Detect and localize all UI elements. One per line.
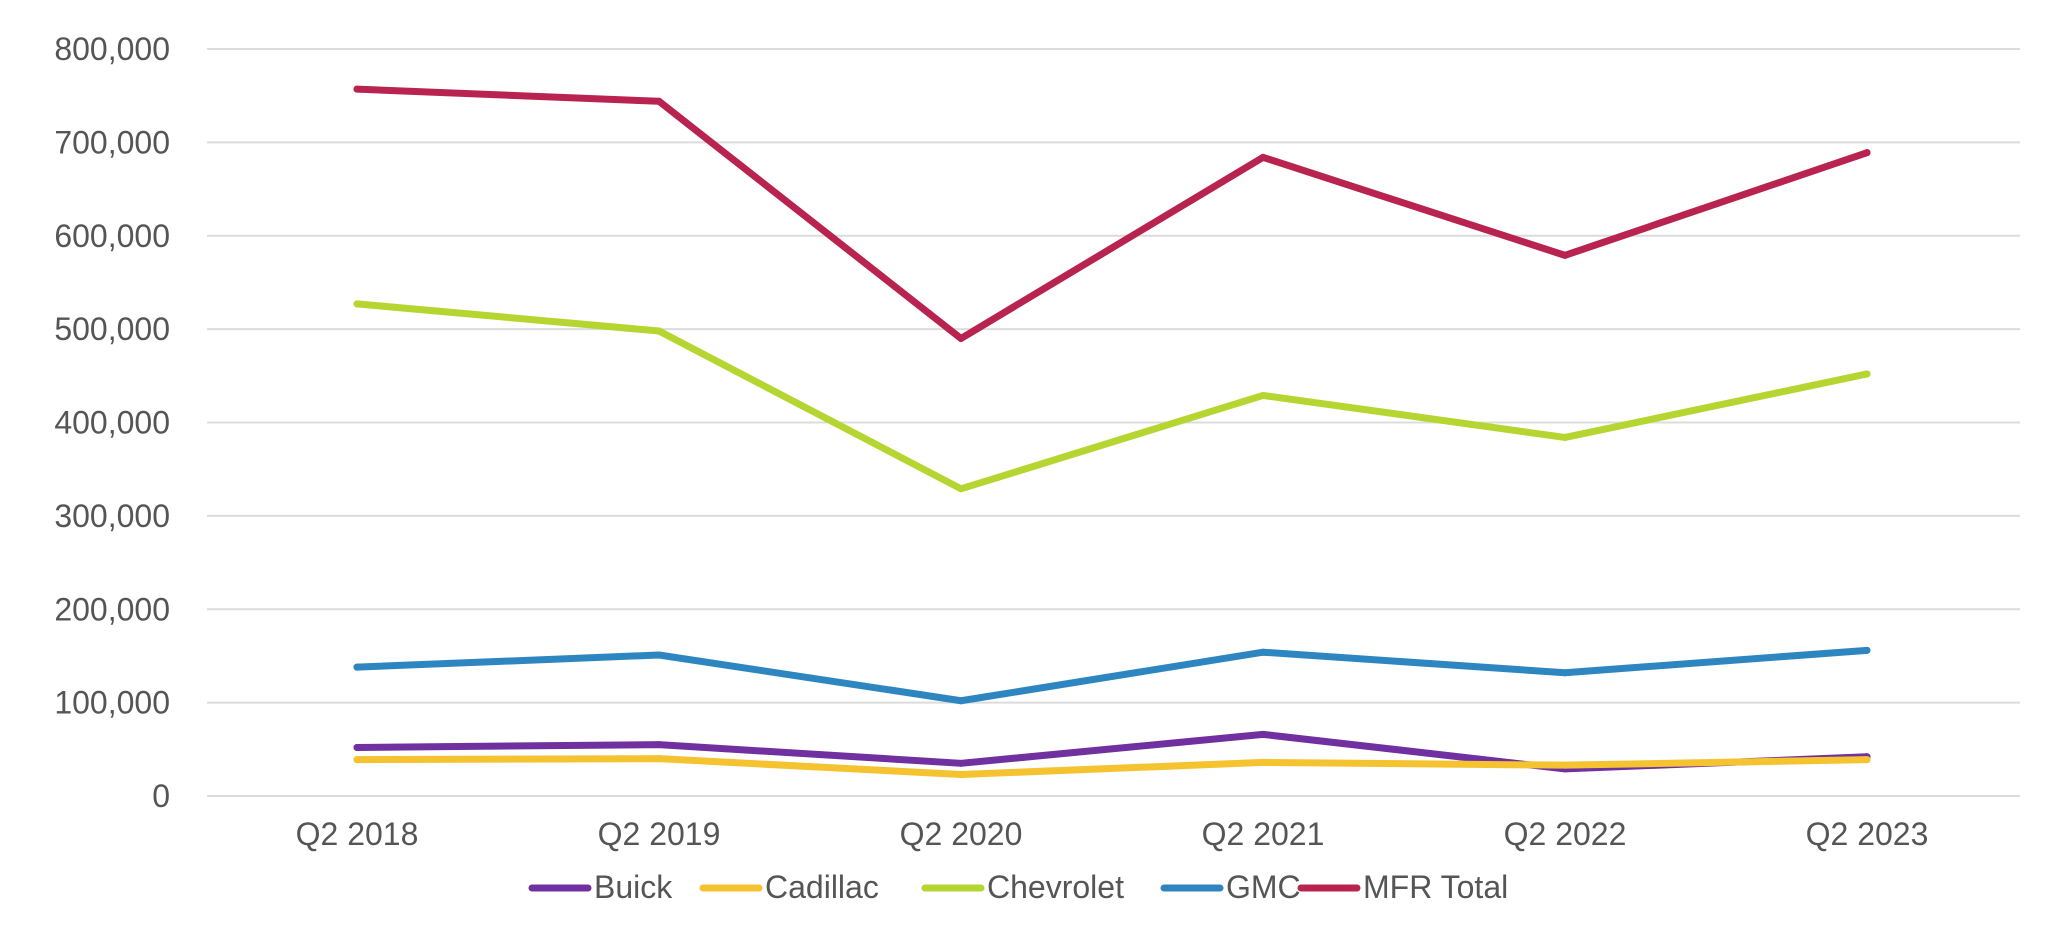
y-tick-label: 700,000 (54, 124, 170, 160)
data-point (957, 334, 965, 342)
series-line-chevrolet (353, 300, 1871, 493)
data-point (1863, 646, 1871, 654)
x-tick-label: Q2 2019 (598, 816, 721, 852)
y-tick-label: 100,000 (54, 685, 170, 721)
data-point (1561, 251, 1569, 259)
data-point (1561, 433, 1569, 441)
y-axis: 0 100,000 200,000 300,000 400,000 500,000 600,… (54, 31, 170, 814)
data-point (353, 756, 361, 764)
legend-label: Cadillac (765, 869, 879, 905)
data-point (957, 759, 965, 767)
legend-item-chevrolet: Chevrolet (921, 869, 1124, 905)
legend-label: MFR Total (1363, 869, 1508, 905)
y-tick-label: 800,000 (54, 31, 170, 67)
y-tick-label: 300,000 (54, 498, 170, 534)
legend-label: Chevrolet (987, 869, 1124, 905)
x-tick-label: Q2 2018 (296, 816, 419, 852)
y-tick-label: 400,000 (54, 405, 170, 441)
grid-layer (207, 48, 2020, 797)
data-point (957, 697, 965, 705)
data-point (1561, 761, 1569, 769)
data-point (353, 300, 361, 308)
legend-label: GMC (1226, 869, 1301, 905)
legend-item-cadillac: Cadillac (699, 869, 879, 905)
data-point (655, 97, 663, 105)
legend-item-mfr-total: MFR Total (1297, 869, 1508, 905)
x-tick-label: Q2 2020 (900, 816, 1023, 852)
x-tick-label: Q2 2023 (1806, 816, 1929, 852)
data-point (1259, 648, 1267, 656)
data-point (1863, 149, 1871, 157)
data-point (957, 771, 965, 779)
series-line-mfr-total (353, 85, 1871, 342)
legend: Buick Cadillac Chevrolet GMC MFR Total (528, 869, 1508, 905)
y-tick-label: 200,000 (54, 591, 170, 627)
legend-item-buick: Buick (528, 869, 673, 905)
data-point (1561, 669, 1569, 677)
data-point (655, 327, 663, 335)
y-tick-label: 600,000 (54, 218, 170, 254)
data-point (1863, 370, 1871, 378)
data-point (1259, 391, 1267, 399)
data-point (655, 755, 663, 763)
data-point (957, 485, 965, 493)
data-point (353, 663, 361, 671)
data-point (353, 85, 361, 93)
x-tick-label: Q2 2022 (1504, 816, 1627, 852)
x-axis: Q2 2018 Q2 2019 Q2 2020 Q2 2021 Q2 2022 Q2 20… (296, 816, 1929, 852)
legend-item-gmc: GMC (1160, 869, 1301, 905)
data-point (655, 651, 663, 659)
series-line-cadillac (353, 755, 1871, 779)
x-tick-label: Q2 2021 (1202, 816, 1325, 852)
series-layer (353, 85, 1871, 779)
data-point (1259, 730, 1267, 738)
data-point (353, 743, 361, 751)
data-point (1259, 758, 1267, 766)
legend-label: Buick (594, 869, 673, 905)
y-tick-label: 0 (152, 778, 170, 814)
data-point (655, 741, 663, 749)
y-tick-label: 500,000 (54, 311, 170, 347)
series-line-gmc (353, 646, 1871, 705)
data-point (1259, 153, 1267, 161)
data-point (1863, 756, 1871, 764)
